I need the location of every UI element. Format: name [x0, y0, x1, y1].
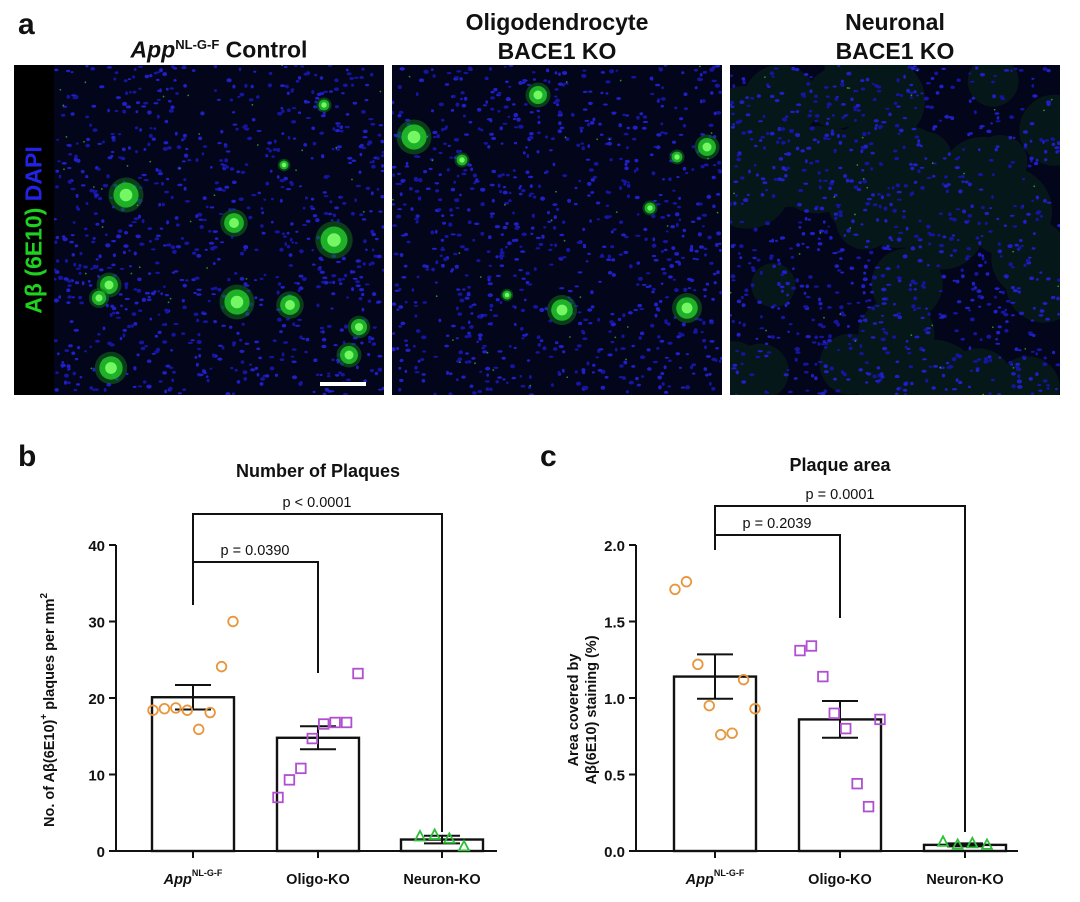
data-point [951, 837, 965, 850]
data-point [295, 762, 307, 775]
data-point [227, 615, 239, 628]
p-value-label: p = 0.0001 [806, 487, 875, 503]
x-tick-label: Oligo-KO [808, 872, 872, 888]
data-point [805, 640, 818, 652]
data-point [193, 723, 205, 736]
data-point [170, 702, 182, 714]
data-point [817, 670, 829, 683]
data-point [726, 727, 738, 739]
y-axis-label: Area covered by [566, 654, 582, 767]
data-point [980, 837, 994, 850]
data-point [283, 774, 296, 786]
p-value-label: p = 0.2039 [743, 516, 812, 532]
micrograph-oligo-ko [392, 65, 722, 395]
data-point [181, 704, 193, 716]
data-point [428, 827, 442, 840]
y-tick-label: 40 [88, 538, 105, 555]
p-value-label: p < 0.0001 [283, 495, 352, 511]
data-point [352, 667, 364, 680]
chart-title: Number of Plaques [236, 461, 400, 481]
x-tick-label: AppNL-G-F [163, 868, 223, 888]
chart-plaque-area: Plaque area 0.0 0.5 1.0 1.5 2.0 Area covered b… [566, 455, 1018, 888]
significance-bracket [714, 534, 841, 618]
y-axis-label: No. of Aβ(6E10)+ plaques per mm2 [39, 593, 58, 827]
data-point [669, 583, 681, 596]
data-point [965, 835, 979, 849]
image-title-neuronal: Neuronal BACE1 KO [835, 9, 955, 64]
data-point [329, 716, 341, 729]
data-point [442, 831, 456, 844]
image-title-oligo: Oligodendrocyte BACE1 KO [465, 9, 649, 64]
data-point [306, 732, 318, 745]
y-tick-label: 1.5 [604, 615, 625, 632]
bar [797, 718, 883, 853]
y-tick-label: 0.0 [604, 844, 625, 861]
data-point [272, 791, 284, 804]
data-point [147, 704, 159, 716]
scale-bar [320, 382, 366, 386]
panel-b-letter: b [18, 440, 37, 473]
chart-number-of-plaques: Number of Plaques 0 10 20 30 40 No. of Aβ(6E10… [39, 461, 497, 888]
stain-label-abeta: Aβ (6E10) [20, 207, 47, 314]
data-point [340, 716, 353, 729]
data-point [204, 706, 216, 719]
panel-a-letter: a [18, 8, 35, 41]
y-tick-label: 1.0 [604, 691, 625, 708]
panel-c-letter: c [540, 440, 557, 473]
data-point [851, 777, 863, 790]
y-tick-label: 2.0 [604, 538, 625, 555]
data-point [457, 838, 471, 852]
error-bar [822, 700, 858, 739]
x-tick-label: AppNL-G-F [685, 868, 745, 888]
data-point [703, 699, 715, 712]
data-point [794, 644, 806, 657]
y-tick-label: 20 [88, 691, 105, 708]
y-tick-label: 30 [88, 615, 105, 632]
y-tick-label: 0.5 [604, 768, 625, 785]
data-point [715, 729, 727, 741]
data-point [692, 658, 704, 671]
data-point [318, 718, 330, 730]
error-bar [697, 653, 733, 700]
x-tick-label: Neuron-KO [403, 872, 480, 888]
data-point [840, 722, 852, 735]
y-axis-label-line2: Aβ(6E10) staining (%) [584, 635, 600, 784]
significance-bracket [192, 561, 319, 673]
bar [275, 736, 361, 853]
significance-bracket [714, 505, 966, 832]
bar [150, 696, 236, 853]
stain-label-dapi: DAPI [20, 146, 47, 202]
x-tick-label: Neuron-KO [926, 872, 1003, 888]
data-point [680, 576, 693, 588]
bar [672, 675, 758, 853]
p-value-label: p = 0.0390 [221, 543, 290, 559]
micrograph-neuron-ko [730, 65, 1060, 395]
y-tick-label: 0 [97, 844, 105, 861]
data-point [936, 834, 950, 847]
chart-title: Plaque area [789, 455, 891, 475]
stain-label: Aβ (6E10) DAPI [14, 65, 54, 395]
data-point [158, 703, 171, 715]
data-point [215, 660, 228, 673]
x-tick-label: Oligo-KO [286, 872, 350, 888]
micrograph-control [54, 65, 384, 395]
significance-bracket [192, 513, 443, 832]
data-point [862, 800, 875, 813]
y-tick-label: 10 [88, 768, 105, 785]
data-point [828, 707, 840, 720]
data-point [874, 713, 886, 726]
data-point [749, 703, 761, 715]
data-point [413, 829, 427, 842]
data-point [737, 673, 750, 686]
image-title-control: AppNL-G-F Control [130, 36, 308, 63]
